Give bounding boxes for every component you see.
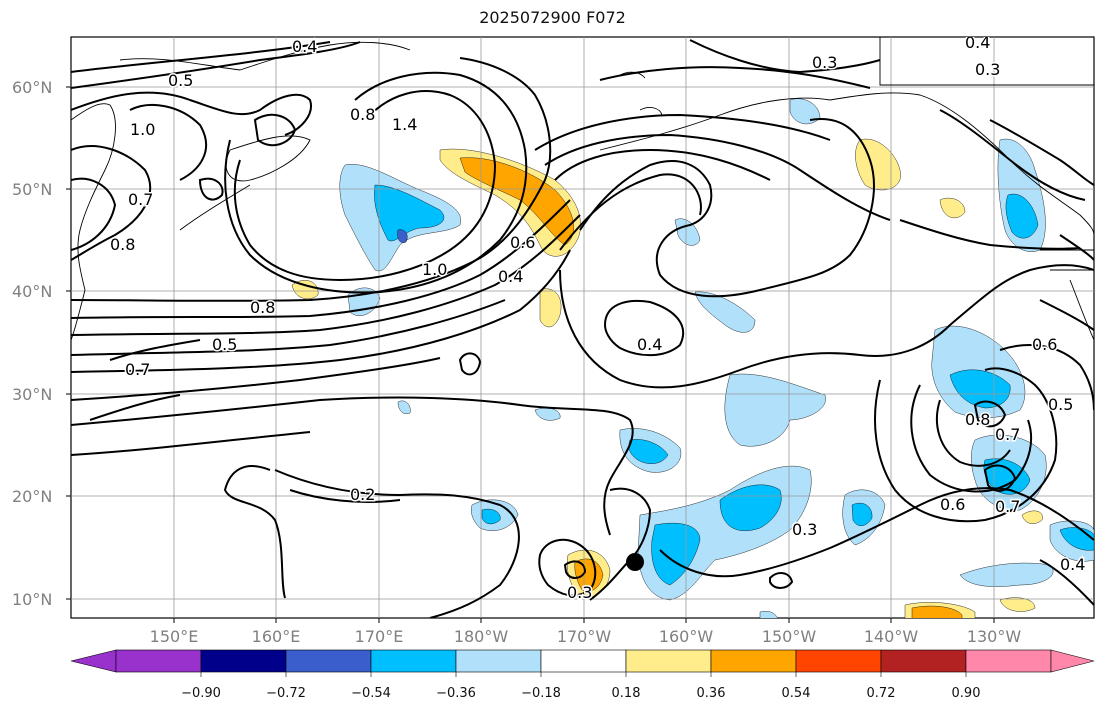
contour-label: 0.6 — [1032, 335, 1057, 354]
colorbar-swatch — [200, 649, 287, 673]
lon-label: 170°E — [354, 627, 404, 646]
contour-label: 0.7 — [995, 425, 1020, 444]
colorbar-tick-label: 0.36 — [696, 686, 726, 701]
contour-label: 0.6 — [940, 495, 965, 514]
colorbar-tick-label: 0.72 — [866, 686, 896, 701]
colorbar-swatch — [880, 649, 967, 673]
colorbar-tick-label: −0.72 — [266, 686, 306, 701]
contour-label: 0.4 — [1060, 555, 1085, 574]
contour-label: 0.4 — [965, 33, 990, 52]
contour-label: 0.3 — [975, 60, 1000, 79]
contour-label: 1.0 — [130, 120, 155, 139]
map-frame — [70, 36, 1095, 619]
colorbar-tick-label: 0.54 — [781, 686, 811, 701]
contour-label: 0.8 — [110, 235, 135, 254]
contour-label: 0.2 — [350, 485, 375, 504]
colorbar-extend-low — [70, 649, 117, 673]
colorbar-swatch — [540, 649, 627, 673]
lon-label: 150°W — [761, 627, 817, 646]
station-dot — [626, 553, 644, 571]
contour-label: 0.8 — [250, 298, 275, 317]
contour-label: 0.5 — [168, 71, 193, 90]
contour-label: 0.6 — [510, 233, 535, 252]
lat-label: 30°N — [12, 385, 53, 404]
lon-label: 130°W — [966, 627, 1022, 646]
colorbar-swatch — [285, 649, 372, 673]
contour-label: 1.4 — [392, 115, 417, 134]
colorbar — [70, 649, 1095, 677]
contours — [71, 39, 1094, 618]
contour-labels: 0.4 0.5 1.0 0.8 1.4 0.7 0.8 1.0 0.8 0.5 … — [109, 33, 1087, 604]
contour-label: 0.7 — [995, 497, 1020, 516]
colorbar-swatch — [115, 649, 202, 673]
lat-label: 60°N — [12, 78, 53, 97]
colorbar-tick-label: −0.90 — [181, 686, 221, 701]
lon-label: 180°W — [453, 627, 509, 646]
coastlines — [71, 37, 1094, 341]
contour-label: 0.7 — [128, 190, 153, 209]
colorbar-swatch — [625, 649, 712, 673]
colorbar-tick-label: −0.18 — [521, 686, 561, 701]
lat-label: 40°N — [12, 282, 53, 301]
contour-label: 0.5 — [212, 335, 237, 354]
tick-marks — [66, 86, 995, 623]
contour-label: 0.4 — [498, 267, 523, 286]
colorbar-tick-label: −0.54 — [351, 686, 391, 701]
contour-label: 0.8 — [350, 105, 375, 124]
contour-label: 0.3 — [567, 583, 592, 602]
contour-label: 0.7 — [125, 360, 150, 379]
lat-label: 10°N — [12, 590, 53, 609]
colorbar-swatch — [965, 649, 1052, 673]
lon-label: 150°E — [149, 627, 199, 646]
contour-label: 0.3 — [812, 53, 837, 72]
lon-label: 160°W — [658, 627, 714, 646]
colorbar-tick-label: 0.18 — [611, 686, 641, 701]
contour-label: 0.3 — [792, 520, 817, 539]
contour-label: 0.8 — [965, 410, 990, 429]
lat-label: 50°N — [12, 180, 53, 199]
contour-label: 0.4 — [637, 335, 662, 354]
lon-label: 170°W — [556, 627, 612, 646]
contour-label: 1.0 — [422, 260, 447, 279]
contour-label: 0.4 — [292, 37, 317, 56]
lat-label: 20°N — [12, 487, 53, 506]
colorbar-swatch — [795, 649, 882, 673]
colorbar-swatch — [370, 649, 457, 673]
map-title: 2025072900 F072 — [479, 8, 626, 27]
lon-label: 140°W — [863, 627, 919, 646]
colorbar-tick-label: 0.90 — [951, 686, 981, 701]
shaded-fields — [291, 98, 1094, 618]
colorbar-extend-high — [1050, 649, 1095, 673]
contour-label: 0.5 — [1048, 395, 1073, 414]
colorbar-swatch — [710, 649, 797, 673]
lon-label: 160°E — [251, 627, 301, 646]
colorbar-swatch — [455, 649, 542, 673]
colorbar-tick-label: −0.36 — [436, 686, 476, 701]
